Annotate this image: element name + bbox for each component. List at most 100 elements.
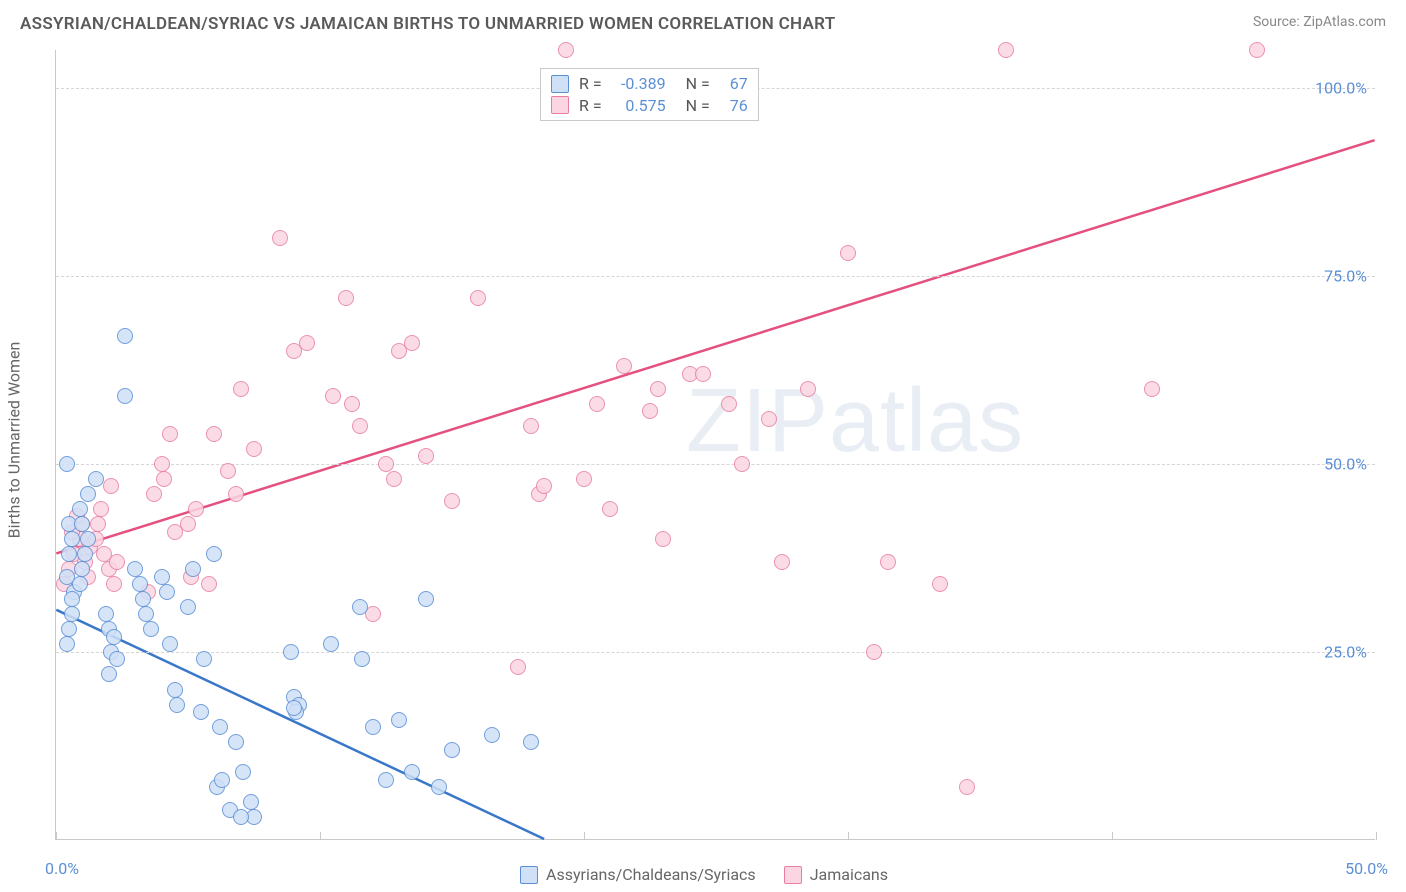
data-point-pink	[106, 576, 122, 592]
legend-r-value-pink: 0.575	[612, 95, 666, 117]
data-point-blue	[354, 651, 370, 667]
data-point-blue	[132, 576, 148, 592]
y-tick-label: 25.0%	[1324, 642, 1367, 661]
data-point-blue	[418, 591, 434, 607]
data-point-blue	[80, 486, 96, 502]
data-point-pink	[840, 245, 856, 261]
data-point-pink	[959, 779, 975, 795]
data-point-pink	[932, 576, 948, 592]
data-point-pink	[642, 403, 658, 419]
data-point-blue	[64, 531, 80, 547]
legend-item-blue: Assyrians/Chaldeans/Syriacs	[520, 865, 756, 884]
x-tick	[1112, 832, 1113, 840]
data-point-pink	[774, 554, 790, 570]
data-point-blue	[233, 809, 249, 825]
data-point-blue	[444, 742, 460, 758]
data-point-pink	[444, 493, 460, 509]
data-point-blue	[77, 546, 93, 562]
scatter-plot-area: ZIPatlas 25.0%50.0%75.0%100.0%	[55, 50, 1375, 840]
data-point-blue	[143, 621, 159, 637]
data-point-blue	[80, 531, 96, 547]
legend-row-pink: R = 0.575 N = 76	[551, 95, 748, 117]
x-tick	[584, 832, 585, 840]
data-point-pink	[650, 381, 666, 397]
data-point-pink	[154, 456, 170, 472]
data-point-pink	[800, 381, 816, 397]
legend-item-pink: Jamaicans	[784, 865, 888, 884]
data-point-pink	[404, 335, 420, 351]
data-point-blue	[378, 772, 394, 788]
data-point-blue	[196, 651, 212, 667]
data-point-pink	[616, 358, 632, 374]
data-point-pink	[470, 290, 486, 306]
data-point-blue	[323, 636, 339, 652]
data-point-pink	[228, 486, 244, 502]
data-point-pink	[510, 659, 526, 675]
data-point-blue	[206, 546, 222, 562]
data-point-blue	[61, 621, 77, 637]
data-point-blue	[286, 700, 302, 716]
data-point-pink	[180, 516, 196, 532]
data-point-pink	[576, 471, 592, 487]
data-point-blue	[138, 606, 154, 622]
data-point-pink	[734, 456, 750, 472]
data-point-pink	[695, 366, 711, 382]
data-point-blue	[169, 697, 185, 713]
data-point-pink	[188, 501, 204, 517]
swatch-blue	[520, 866, 538, 884]
gridline	[56, 276, 1375, 277]
swatch-pink	[551, 96, 569, 114]
data-point-pink	[589, 396, 605, 412]
legend-n-label: N =	[686, 95, 710, 117]
data-point-blue	[404, 764, 420, 780]
data-point-blue	[127, 561, 143, 577]
data-point-pink	[299, 335, 315, 351]
x-tick	[1376, 832, 1377, 840]
data-point-pink	[418, 448, 434, 464]
legend-r-label: R =	[579, 73, 602, 95]
data-point-pink	[90, 516, 106, 532]
data-point-blue	[64, 591, 80, 607]
data-point-pink	[338, 290, 354, 306]
legend-label-blue: Assyrians/Chaldeans/Syriacs	[546, 865, 756, 884]
gridline	[56, 464, 1375, 465]
gridline	[56, 652, 1375, 653]
data-point-blue	[135, 591, 151, 607]
data-point-blue	[228, 734, 244, 750]
data-point-pink	[386, 471, 402, 487]
y-tick-label: 100.0%	[1315, 78, 1367, 97]
data-point-blue	[88, 471, 104, 487]
data-point-blue	[64, 606, 80, 622]
data-point-pink	[109, 554, 125, 570]
data-point-blue	[185, 561, 201, 577]
y-axis-label: Births to Unmarried Women	[5, 342, 24, 539]
data-point-pink	[523, 418, 539, 434]
data-point-blue	[72, 501, 88, 517]
data-point-pink	[344, 396, 360, 412]
data-point-blue	[74, 516, 90, 532]
data-point-pink	[655, 531, 671, 547]
data-point-blue	[98, 606, 114, 622]
data-point-pink	[558, 42, 574, 58]
data-point-blue	[117, 388, 133, 404]
data-point-pink	[162, 426, 178, 442]
data-point-blue	[352, 599, 368, 615]
data-point-blue	[180, 599, 196, 615]
legend-label-pink: Jamaicans	[810, 865, 888, 884]
x-tick	[848, 832, 849, 840]
data-point-pink	[233, 381, 249, 397]
data-point-pink	[246, 441, 262, 457]
data-point-pink	[325, 388, 341, 404]
series-legend: Assyrians/Chaldeans/Syriacs Jamaicans	[520, 865, 888, 884]
y-tick-label: 75.0%	[1324, 266, 1367, 285]
data-point-pink	[536, 478, 552, 494]
legend-n-value-pink: 76	[720, 95, 748, 117]
data-point-blue	[484, 727, 500, 743]
data-point-blue	[283, 644, 299, 660]
legend-n-value-blue: 67	[720, 73, 748, 95]
data-point-blue	[59, 456, 75, 472]
data-point-blue	[74, 561, 90, 577]
data-point-pink	[272, 230, 288, 246]
data-point-blue	[154, 569, 170, 585]
data-point-pink	[721, 396, 737, 412]
